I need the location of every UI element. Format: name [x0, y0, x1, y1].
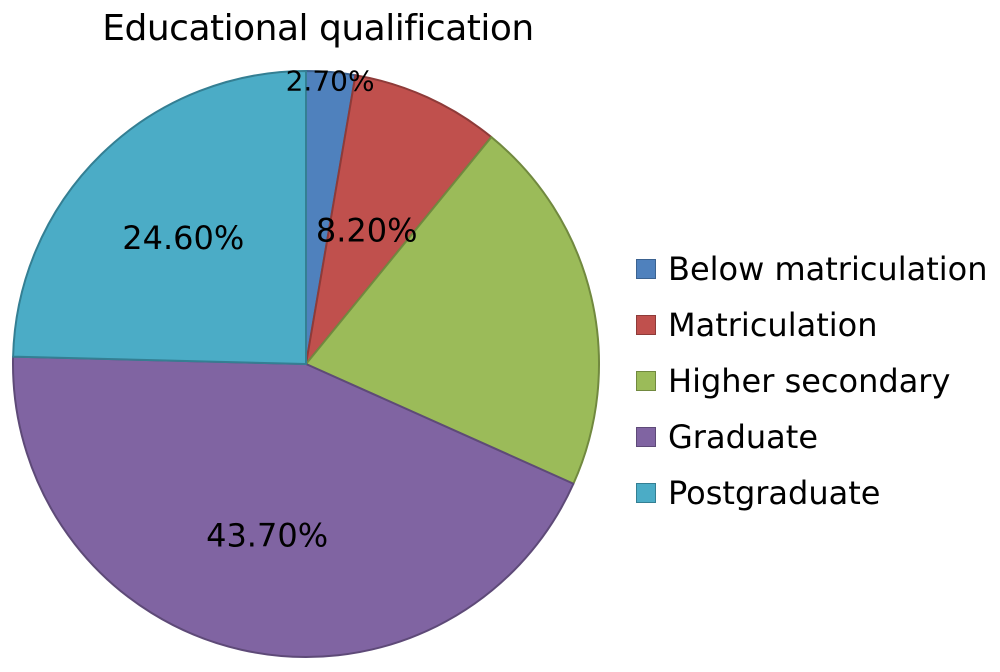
legend-label: Higher secondary	[668, 362, 951, 400]
legend-label: Postgraduate	[668, 474, 881, 512]
data-label-below-matriculation: 2.70%	[286, 64, 375, 97]
pie-slice-higher-secondary	[305, 136, 600, 485]
legend-label: Graduate	[668, 418, 818, 456]
legend-item-postgraduate: Postgraduate	[636, 465, 988, 521]
chart-title: Educational qualification	[102, 8, 534, 49]
pie-slice-postgraduate	[12, 70, 307, 365]
legend-label: Matriculation	[668, 306, 878, 344]
legend-item-graduate: Graduate	[636, 409, 988, 465]
pie-slice-graduate	[12, 355, 575, 658]
legend-swatch	[636, 259, 656, 279]
legend-item-higher-secondary: Higher secondary	[636, 353, 988, 409]
data-label-postgraduate: 24.60%	[122, 219, 244, 257]
legend-swatch	[636, 427, 656, 447]
data-label-graduate: 43.70%	[206, 516, 328, 554]
legend-swatch	[636, 315, 656, 335]
legend-label: Below matriculation	[668, 250, 988, 288]
legend-swatch	[636, 483, 656, 503]
legend-item-matriculation: Matriculation	[636, 297, 988, 353]
legend: Below matriculation Matriculation Higher s…	[636, 241, 988, 521]
data-label-matriculation: 8.20%	[316, 212, 418, 250]
pie-slice-matriculation	[305, 74, 493, 365]
pie-chart: 2.70% 8.20% 43.70% 24.60%	[12, 64, 600, 658]
legend-item-below-matriculation: Below matriculation	[636, 241, 988, 297]
legend-swatch	[636, 371, 656, 391]
